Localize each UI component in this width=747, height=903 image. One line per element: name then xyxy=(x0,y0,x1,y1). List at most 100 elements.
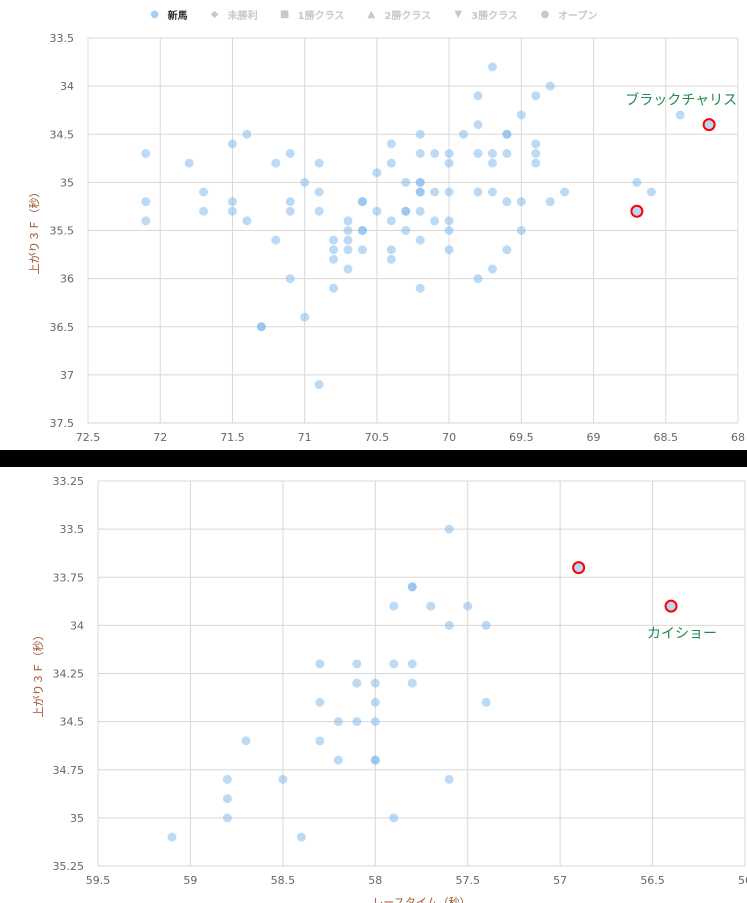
legend-item[interactable]: ▼ 3勝クラス xyxy=(453,6,518,22)
data-point xyxy=(487,149,497,158)
data-point xyxy=(545,81,555,91)
data-point xyxy=(278,774,288,784)
data-point xyxy=(444,216,454,226)
data-point xyxy=(314,158,324,168)
data-point xyxy=(352,717,362,727)
data-point xyxy=(256,322,266,332)
data-point xyxy=(296,832,306,842)
data-point xyxy=(343,216,353,226)
highlighted-point xyxy=(664,599,678,613)
data-point xyxy=(430,149,440,158)
data-point xyxy=(329,245,339,255)
y-axis-title: 上がり３Ｆ（秒） xyxy=(27,187,41,275)
data-point xyxy=(372,168,382,178)
data-point xyxy=(463,601,473,611)
legend-label: 新馬 xyxy=(167,10,188,22)
y-tick-label: 34.75 xyxy=(53,764,85,777)
legend-item[interactable]: ◆ 未勝利 xyxy=(210,6,258,22)
data-point xyxy=(632,177,642,187)
data-point xyxy=(430,187,440,197)
data-point xyxy=(415,149,425,158)
data-point xyxy=(141,149,151,158)
y-tick-label: 34.5 xyxy=(50,128,75,141)
x-tick-label: 59.5 xyxy=(86,874,111,887)
data-point xyxy=(300,312,310,322)
data-point xyxy=(285,197,295,207)
data-point xyxy=(199,187,209,197)
data-point xyxy=(222,774,232,784)
legend-symbol-icon: ■ xyxy=(279,8,290,20)
legend-item[interactable]: ■ 1勝クラス xyxy=(280,6,345,22)
data-point xyxy=(315,659,325,669)
data-point xyxy=(314,380,324,389)
data-point xyxy=(386,245,396,255)
data-point xyxy=(444,149,454,158)
x-tick-label: 56 xyxy=(738,874,747,887)
x-tick-label: 68 xyxy=(731,431,745,444)
x-tick-label: 71.5 xyxy=(220,431,245,444)
data-point xyxy=(333,717,343,727)
data-point xyxy=(415,283,425,293)
data-point xyxy=(315,736,325,746)
x-tick-label: 57.5 xyxy=(455,874,480,887)
data-point xyxy=(415,177,425,187)
y-tick-label: 36.5 xyxy=(50,321,75,334)
data-point xyxy=(407,659,417,669)
data-point xyxy=(352,678,362,688)
data-point xyxy=(646,187,656,197)
data-point xyxy=(481,620,491,630)
legend-item[interactable]: ▲ 2勝クラス xyxy=(366,6,432,22)
data-point xyxy=(560,187,570,197)
x-tick-label: 68.5 xyxy=(654,431,679,444)
y-axis-title: 上がり３Ｆ（秒） xyxy=(31,630,45,718)
highlighted-point xyxy=(702,118,716,132)
data-point xyxy=(141,197,151,207)
data-point xyxy=(357,245,367,255)
data-point xyxy=(487,158,497,168)
scatter-chart-top: 72.5 72 71.5 71 70.5 70 69.5 69 68.5 68 33.5 34 34.5… xyxy=(27,32,745,444)
data-point xyxy=(531,139,541,149)
data-point xyxy=(167,832,177,842)
data-point xyxy=(386,158,396,168)
legend-item[interactable]: ● 新馬 xyxy=(150,6,188,22)
data-point xyxy=(242,216,252,226)
data-point xyxy=(370,717,380,727)
data-point xyxy=(426,601,436,611)
data-point xyxy=(545,197,555,207)
data-point xyxy=(222,794,232,804)
data-point xyxy=(333,755,343,765)
legend-label: 2勝クラス xyxy=(384,10,432,22)
data-point xyxy=(389,601,399,611)
data-point xyxy=(415,206,425,216)
data-point xyxy=(531,149,541,158)
data-point xyxy=(444,524,454,534)
legend-label: 3勝クラス xyxy=(471,10,518,22)
y-tick-label: 36 xyxy=(60,273,74,286)
legend-item[interactable]: ● オープン xyxy=(540,6,598,22)
x-tick-label: 69 xyxy=(587,431,601,444)
x-tick-label: 72 xyxy=(153,431,167,444)
data-point xyxy=(444,245,454,255)
data-point xyxy=(372,206,382,216)
x-tick-label: 56.5 xyxy=(640,874,665,887)
data-point xyxy=(444,620,454,630)
data-point xyxy=(352,659,362,669)
data-point xyxy=(473,274,483,284)
x-tick-label: 71 xyxy=(298,431,312,444)
data-point xyxy=(401,206,411,216)
data-point xyxy=(285,274,295,284)
data-point xyxy=(357,197,367,207)
data-point xyxy=(227,206,237,216)
x-axis-title: レースタイム（秒） xyxy=(372,895,470,903)
divider-bar xyxy=(0,450,747,467)
data-point xyxy=(389,813,399,823)
data-point xyxy=(487,264,497,274)
x-tick-label: 70 xyxy=(442,431,456,444)
legend-label: 未勝利 xyxy=(227,10,258,22)
data-point xyxy=(343,245,353,255)
data-point xyxy=(430,216,440,226)
data-point xyxy=(473,187,483,197)
annotation-label: カイショー xyxy=(647,626,717,642)
y-tick-label: 35 xyxy=(70,812,84,825)
